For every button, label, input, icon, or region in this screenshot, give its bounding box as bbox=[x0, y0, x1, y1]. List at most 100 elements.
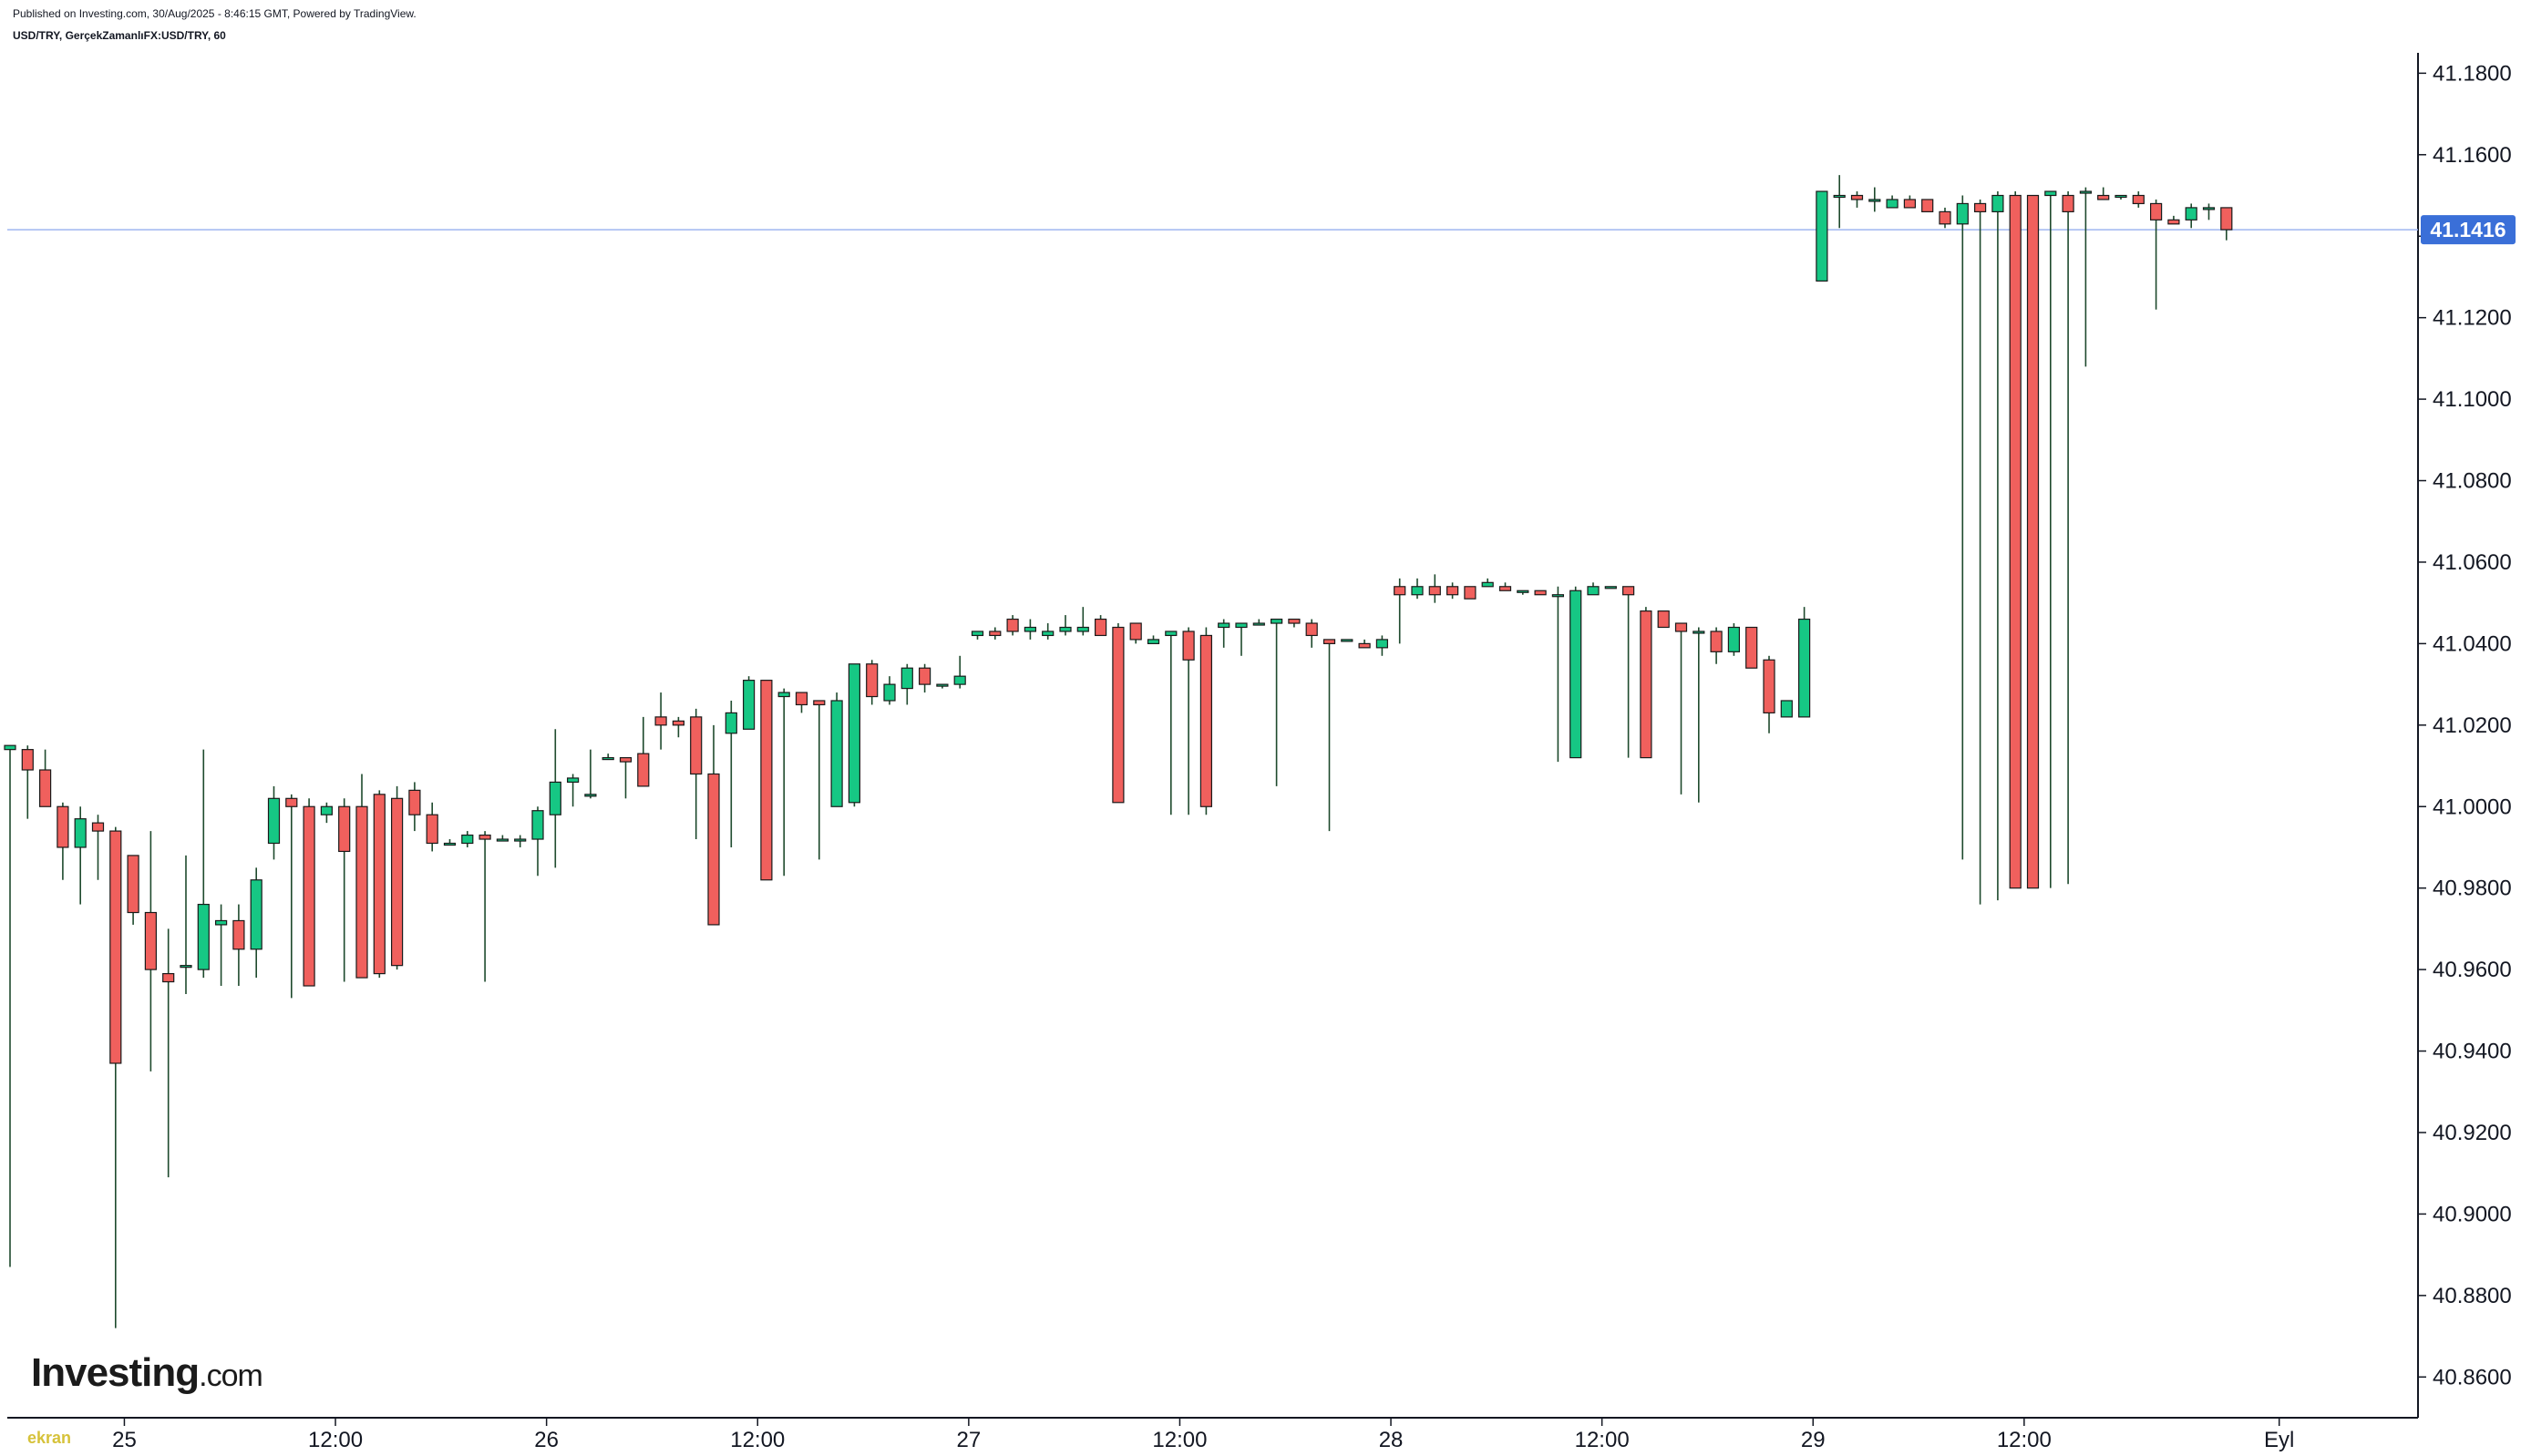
candle-body-up bbox=[1076, 626, 1089, 632]
candle-body-down bbox=[232, 919, 245, 950]
candle-body-down bbox=[1394, 586, 1406, 596]
candle bbox=[2150, 199, 2163, 310]
candle bbox=[1218, 619, 1230, 648]
price-tick-label: 40.9800 bbox=[2433, 877, 2512, 901]
candle-body-down bbox=[707, 773, 720, 926]
candle bbox=[848, 663, 861, 807]
candle bbox=[1587, 582, 1600, 596]
candle-body-up bbox=[4, 744, 16, 751]
candle bbox=[760, 680, 773, 881]
candle bbox=[1481, 578, 1494, 588]
candle-body-down bbox=[2026, 194, 2040, 889]
candle-body-up bbox=[1042, 631, 1055, 637]
candle bbox=[1939, 207, 1951, 229]
candle bbox=[989, 627, 1002, 640]
price-tick-label: 40.8800 bbox=[2433, 1284, 2512, 1308]
candle-body-up bbox=[883, 683, 896, 702]
time-tick-label: 12:00 bbox=[1152, 1428, 1207, 1452]
candle-body-down bbox=[1322, 639, 1336, 644]
candle bbox=[162, 928, 175, 1178]
candle bbox=[1394, 578, 1406, 644]
logo-suffix: .com bbox=[199, 1359, 263, 1393]
candle bbox=[1235, 622, 1248, 656]
candle bbox=[2044, 190, 2057, 888]
candle bbox=[918, 663, 931, 693]
candle-body-down bbox=[1006, 618, 1019, 632]
candle-body-up bbox=[1868, 199, 1881, 202]
candle-body-up bbox=[1956, 202, 1969, 225]
candle bbox=[1288, 618, 1301, 628]
candle-body-up bbox=[267, 797, 281, 845]
candle bbox=[654, 692, 667, 750]
candle-body-down bbox=[21, 749, 34, 771]
candle bbox=[1974, 199, 1987, 905]
candle bbox=[1498, 582, 1512, 591]
price-tick-label: 40.9000 bbox=[2433, 1202, 2512, 1226]
time-tick-label: 12:00 bbox=[730, 1428, 785, 1452]
candle-body-up bbox=[320, 805, 333, 815]
candle bbox=[1551, 586, 1565, 763]
candle bbox=[1868, 187, 1881, 212]
candle-body-down bbox=[91, 822, 105, 832]
candle-body-up bbox=[1517, 590, 1529, 593]
candle bbox=[1674, 622, 1688, 795]
candle bbox=[1112, 623, 1125, 804]
candle bbox=[725, 700, 737, 847]
candle bbox=[1745, 626, 1758, 669]
candle-body-down bbox=[1498, 586, 1512, 591]
candle-body-up bbox=[971, 631, 984, 637]
candle bbox=[866, 660, 879, 705]
candle-body-up bbox=[1569, 590, 1582, 759]
candle bbox=[1657, 610, 1670, 629]
time-tick-label: 28 bbox=[1379, 1428, 1404, 1452]
candle bbox=[1341, 639, 1353, 642]
price-axis[interactable]: 41.180041.160041.140041.120041.100041.08… bbox=[2418, 61, 2512, 1389]
candle bbox=[109, 826, 122, 1328]
candle bbox=[355, 774, 368, 979]
candle bbox=[1411, 578, 1424, 600]
candle-body-down bbox=[2150, 202, 2163, 220]
candle bbox=[232, 904, 245, 987]
candle bbox=[2220, 207, 2233, 241]
time-axis[interactable]: 25 12:00 26 12:00 27 12:00 28 12:00 29 12:00 Eyl bbox=[112, 1418, 2294, 1452]
candle-body-up bbox=[443, 842, 457, 846]
candle bbox=[2097, 187, 2110, 200]
candle bbox=[1956, 195, 1969, 860]
candle-body-down bbox=[1921, 199, 1934, 212]
candle-body-up bbox=[1024, 626, 1037, 632]
candle bbox=[303, 798, 315, 987]
candle bbox=[1446, 582, 1459, 600]
candle bbox=[1991, 191, 2004, 901]
candle bbox=[707, 724, 720, 926]
candle-body-up bbox=[2115, 194, 2127, 199]
candle bbox=[1305, 619, 1318, 648]
candle-body-up bbox=[1693, 631, 1705, 634]
candle bbox=[1903, 195, 1916, 209]
candle-body-down bbox=[57, 805, 69, 848]
candle bbox=[1464, 586, 1477, 600]
candle bbox=[1921, 199, 1934, 212]
candle bbox=[127, 855, 139, 925]
price-tick-label: 40.8600 bbox=[2433, 1365, 2512, 1389]
candle bbox=[584, 749, 597, 799]
candle bbox=[1094, 615, 1107, 637]
plot-frame bbox=[7, 53, 2419, 1419]
candle bbox=[1076, 607, 1089, 636]
candle bbox=[1517, 590, 1529, 595]
candle bbox=[1816, 190, 1828, 282]
candle bbox=[408, 782, 421, 832]
candle-body-down bbox=[1674, 622, 1688, 632]
price-tick-label: 41.1800 bbox=[2433, 61, 2512, 86]
candle-body-up bbox=[848, 663, 861, 804]
candle bbox=[74, 806, 87, 905]
candle-body-up bbox=[496, 838, 509, 842]
candle bbox=[57, 802, 69, 880]
candle bbox=[742, 676, 756, 730]
candle bbox=[1428, 574, 1441, 603]
candle bbox=[1833, 175, 1846, 229]
price-tick-label: 41.0400 bbox=[2433, 631, 2512, 656]
candle-body-down bbox=[426, 814, 438, 845]
candles bbox=[4, 175, 2233, 1328]
candle bbox=[1569, 586, 1582, 759]
